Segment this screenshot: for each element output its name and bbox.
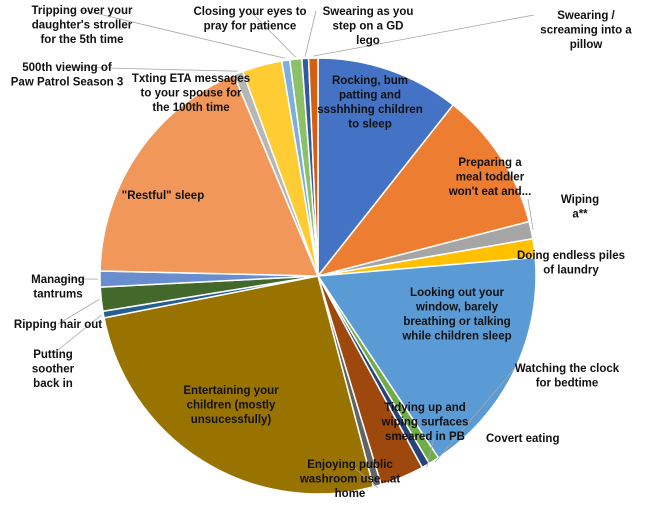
slice-label: "Restful" sleep <box>122 190 204 202</box>
slice-label: Putting soother back in <box>32 349 75 390</box>
slice-label: Closing your eyes to pray for patience <box>193 6 306 33</box>
pie-slices <box>99 57 537 495</box>
slice-label: Enjoying public washroom use...at home <box>299 459 401 500</box>
slice-label: Wiping a** <box>561 194 599 221</box>
leader-line <box>426 437 435 468</box>
slice-label: Ripping hair out <box>14 319 102 331</box>
leader-lines <box>52 9 535 489</box>
pie-slice <box>317 57 455 279</box>
slice-label: 500th viewing of Paw Patrol Season 3 <box>11 62 124 89</box>
pie-slice <box>316 103 531 278</box>
slice-label: Looking out your window, barely breathing … <box>401 287 511 343</box>
slice-labels: Rocking, bum patting and ssshhhing childre… <box>11 5 633 500</box>
slice-label: Swearing as you step on a GD lego <box>323 6 414 47</box>
leader-line <box>52 314 102 355</box>
leader-line <box>434 367 516 463</box>
leader-line <box>57 299 100 325</box>
leader-line <box>304 10 317 57</box>
slice-label: Preparing a meal toddler won't eat and... <box>448 157 532 198</box>
leader-line <box>66 66 238 72</box>
slice-label: Tidying up and wiping surfaces smeared in … <box>381 402 469 443</box>
slice-label: Txting ETA messages to your spouse for the… <box>132 73 250 114</box>
slice-label: Covert eating <box>486 433 560 445</box>
pie-slice <box>99 73 320 277</box>
slice-label: Entertaining your children (mostly unsuces… <box>183 385 279 426</box>
pie-slice <box>307 57 319 277</box>
slice-label: Managing tantrums <box>31 274 85 301</box>
leader-line <box>313 14 535 57</box>
slice-label: Doing endless piles of laundry <box>517 250 625 277</box>
pie-slice <box>103 275 375 495</box>
leader-line <box>349 463 379 489</box>
leader-line <box>249 10 296 58</box>
slice-label: Rocking, bum patting and ssshhhing childre… <box>317 75 422 131</box>
leader-line <box>81 9 286 59</box>
leader-line <box>527 198 534 230</box>
slice-label: Tripping over your daughter's stroller for… <box>32 5 133 46</box>
slice-label: Watching the clock for bedtime <box>515 363 620 390</box>
slice-label: Swearing / screaming into a pillow <box>540 10 632 51</box>
